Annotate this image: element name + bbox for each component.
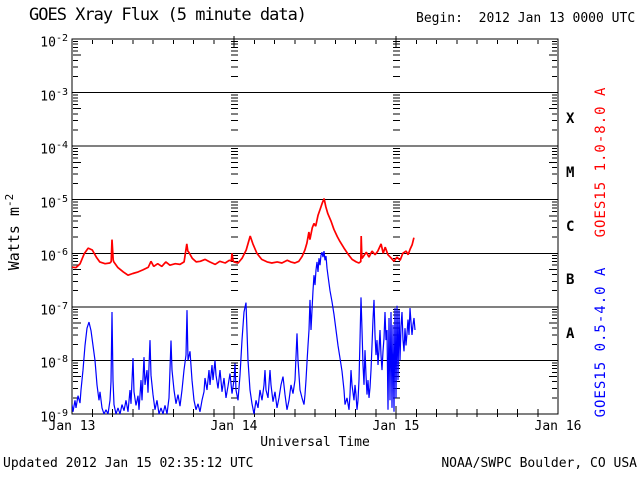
y-tick-label: 10-4 [40, 140, 68, 158]
plot-frame [71, 38, 559, 415]
short-channel-series-label: GOES15 0.5-4.0 A [593, 266, 609, 418]
decade-gridlines [72, 92, 558, 361]
updated-timestamp: Updated 2012 Jan 15 02:35:12 UTC [3, 456, 254, 471]
begin-label: Begin: 2012 Jan 13 0000 UTC [416, 11, 636, 26]
y-axis-title-exponent: -2 [3, 193, 16, 208]
y-tick-label: 10-5 [40, 193, 68, 212]
series-layer [72, 198, 416, 415]
y-tick-label: 10-9 [40, 408, 68, 426]
y-tick-label: 10-3 [40, 86, 68, 104]
x-axis-title: Universal Time [260, 435, 370, 450]
x-axis-ticks [91, 36, 539, 419]
goes15-short-series-line [72, 251, 416, 415]
page-title: GOES Xray Flux (5 minute data) [29, 5, 307, 25]
goes15-long-series-line [72, 198, 415, 277]
flare-class-a-label: A [566, 326, 575, 342]
long-channel-series-label: GOES15 1.0-8.0 A [593, 86, 609, 238]
x-tick-label: Jan 14 [210, 419, 258, 434]
y-tick-label: 10-8 [40, 354, 68, 372]
y-tick-label: 10-6 [40, 247, 68, 265]
flare-class-c-label: C [566, 219, 575, 235]
y-axis-title-text: Watts m [5, 207, 23, 271]
x-tick-label: Jan 13 [48, 419, 96, 434]
flare-class-m-label: M [566, 165, 575, 181]
x-tick-label: Jan 15 [372, 419, 420, 434]
y-axis-title: Watts m-2 [3, 194, 23, 270]
source-attribution: NOAA/SWPC Boulder, CO USA [441, 456, 637, 471]
flare-class-x-label: X [566, 111, 575, 127]
y-tick-label: 10-2 [40, 33, 68, 51]
x-tick-label: Jan 16 [534, 419, 582, 434]
log-minor-ticks [73, 40, 557, 399]
flare-class-b-label: B [566, 272, 575, 288]
y-tick-label: 10-7 [40, 300, 68, 319]
